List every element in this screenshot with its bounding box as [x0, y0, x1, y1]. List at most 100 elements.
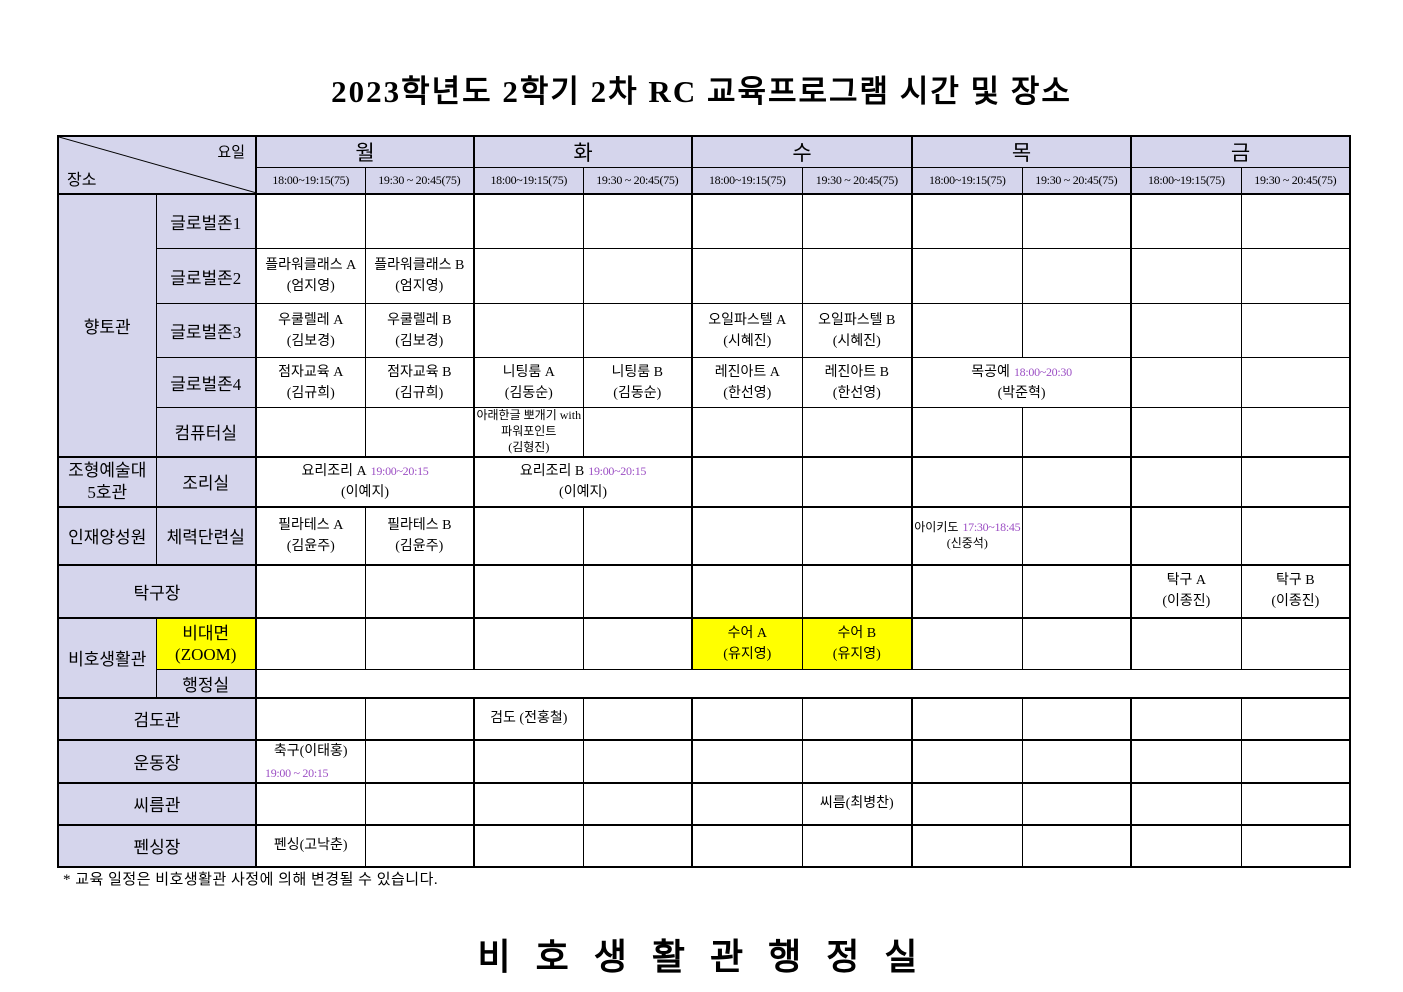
cell-globalzone4-tue2: 니팅룸 B (김동순): [582, 357, 693, 408]
empty-cell: [1021, 303, 1132, 358]
room-cookroom: 조리실: [155, 455, 257, 507]
empty-cell: [801, 738, 913, 783]
empty-cell: [473, 616, 584, 670]
time-header-wed-1: 18:00~19:15(75): [691, 167, 803, 194]
building-hyangto: 향토관: [57, 192, 157, 457]
room-fencinghall: 펜싱장: [57, 823, 257, 867]
time-header-tue-1: 18:00~19:15(75): [473, 167, 584, 194]
empty-cell: [1021, 696, 1132, 740]
cell-globalzone4-mon2: 점자교육 B (김규희): [364, 357, 475, 408]
empty-cell: [582, 407, 693, 457]
empty-cell: [1240, 616, 1351, 670]
program-cook-b: 요리조리 B 19:00~20:15 (이예지): [519, 463, 647, 500]
empty-cell: [473, 563, 584, 618]
program-fencing: 펜싱(고낙춘): [273, 838, 348, 853]
program-flower-b: 플라워클래스 B (엄지영): [374, 258, 465, 294]
empty-cell: [1130, 357, 1242, 408]
empty-cell: [1130, 248, 1242, 304]
empty-cell: [911, 303, 1023, 358]
empty-cell: [473, 248, 584, 304]
empty-cell: [911, 407, 1023, 457]
page-title: 2023학년도 2학기 2차 RC 교육프로그램 시간 및 장소: [331, 74, 1072, 109]
program-braille-b: 점자교육 B (김규희): [387, 364, 452, 401]
empty-cell: [473, 505, 584, 565]
day-header-thu: 목: [911, 135, 1132, 168]
empty-cell: [911, 823, 1023, 867]
empty-cell: [1130, 455, 1242, 507]
empty-cell: [1240, 455, 1351, 507]
empty-cell: [364, 192, 475, 249]
cell-globalzone4-wed1: 레진아트 A (한선영): [691, 357, 803, 408]
empty-cell: [364, 781, 475, 825]
empty-cell: [1130, 781, 1242, 825]
empty-cell: [473, 738, 584, 783]
footer-title: 비 호 생 활 관 행 정 실: [477, 937, 926, 977]
empty-cell: [801, 823, 913, 867]
cell-computer-tue1: 아래한글 뽀개기 with 파워포인트 (김형진): [473, 407, 584, 457]
empty-cell: [1130, 696, 1242, 740]
program-hangul: 아래한글 뽀개기 with 파워포인트 (김형진): [476, 408, 582, 454]
empty-cell: [691, 455, 803, 507]
empty-cell: [801, 563, 913, 618]
program-pilates-b: 필라테스 B (김윤주): [387, 517, 452, 554]
program-aikido: 아이키도 17:30~18:45 (신중석): [914, 519, 1021, 550]
program-ssireum: 씨름(최병찬): [819, 796, 894, 811]
empty-cell: [582, 781, 693, 825]
empty-cell: [801, 505, 913, 565]
empty-cell: [1240, 192, 1351, 249]
building-injae: 인재양성원: [57, 505, 157, 565]
program-soccer: 축구(이태홍) 19:00 ~ 20:15: [265, 743, 348, 780]
room-fitness: 체력단련실: [155, 505, 257, 565]
empty-cell: [255, 616, 366, 670]
cell-fencinghall-mon1: 펜싱(고낙춘): [255, 823, 366, 867]
time-header-mon-1: 18:00~19:15(75): [255, 167, 366, 194]
empty-cell: [911, 455, 1023, 507]
empty-cell: [691, 781, 803, 825]
cell-fitness-thu1: 아이키도 17:30~18:45 (신중석): [911, 505, 1023, 565]
room-globalzone2: 글로벌존2: [155, 248, 257, 304]
empty-cell: [473, 303, 584, 358]
cell-tabletennis-fri2: 탁구 B (이종진): [1240, 563, 1351, 618]
day-header-tue: 화: [473, 135, 693, 168]
room-globalzone4: 글로벌존4: [155, 357, 257, 408]
program-pilates-a: 필라테스 A (김윤주): [278, 517, 344, 554]
empty-cell: [911, 563, 1023, 618]
empty-cell: [1240, 696, 1351, 740]
room-zoom: 비대면 (ZOOM): [155, 616, 257, 670]
empty-cell: [255, 696, 366, 740]
cell-cookroom-tue-span: 요리조리 B 19:00~20:15 (이예지): [473, 455, 693, 507]
empty-cell: [1240, 505, 1351, 565]
room-ssireumhall: 씨름관: [57, 781, 257, 825]
empty-cell: [1021, 455, 1132, 507]
program-oilpastel-b: 오일파스텔 B (시혜진): [818, 312, 896, 349]
program-tabletennis-a: 탁구 A (이종진): [1162, 573, 1211, 609]
empty-cell: [364, 616, 475, 670]
empty-cell: [801, 455, 913, 507]
empty-cell: [911, 696, 1023, 740]
empty-cell: [582, 696, 693, 740]
program-ukulele-a: 우쿨렐레 A (김보경): [278, 312, 344, 349]
empty-cell: [1130, 303, 1242, 358]
cell-globalzone2-mon1: 플라워클래스 A (엄지영): [255, 248, 366, 304]
cell-globalzone4-mon1: 점자교육 A (김규희): [255, 357, 366, 408]
cell-tabletennis-fri1: 탁구 A (이종진): [1130, 563, 1242, 618]
room-computer: 컴퓨터실: [155, 407, 257, 457]
empty-cell: [691, 192, 803, 249]
cell-fitness-mon1: 필라테스 A (김윤주): [255, 505, 366, 565]
empty-cell: [1130, 505, 1242, 565]
empty-cell: [364, 407, 475, 457]
program-sign-b: 수어 B (유지영): [832, 625, 881, 662]
empty-cell: [473, 192, 584, 249]
empty-cell: [1021, 563, 1132, 618]
empty-cell: [1021, 616, 1132, 670]
cell-field-mon1: 축구(이태홍) 19:00 ~ 20:15: [255, 738, 366, 783]
room-kendohall: 검도관: [57, 696, 257, 740]
empty-cell: [1130, 823, 1242, 867]
time-header-fri-1: 18:00~19:15(75): [1130, 167, 1242, 194]
program-kendo: 검도 (전홍철): [490, 711, 568, 726]
program-oilpastel-a: 오일파스텔 A (시혜진): [708, 312, 787, 349]
empty-cell: [255, 407, 366, 457]
empty-cell: [255, 563, 366, 618]
cell-globalzone2-mon2: 플라워클래스 B (엄지영): [364, 248, 475, 304]
